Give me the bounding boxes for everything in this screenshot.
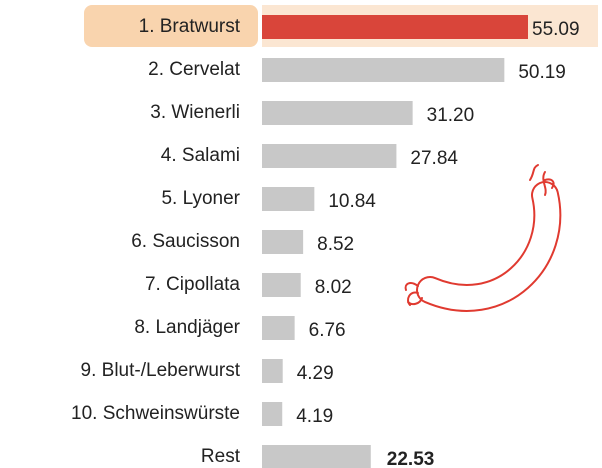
value-label: 8.02 <box>315 277 352 298</box>
bar <box>262 273 301 297</box>
value-label: 4.19 <box>296 406 333 427</box>
value-label: 27.84 <box>410 148 458 169</box>
value-label: 31.20 <box>427 105 475 126</box>
bar <box>262 187 314 211</box>
bar <box>262 402 282 426</box>
bar <box>262 15 528 39</box>
bar <box>262 445 371 468</box>
value-label: 50.19 <box>518 62 566 83</box>
category-label: 2. Cervelat <box>148 59 241 80</box>
value-label: 4.29 <box>297 363 334 384</box>
value-label: 6.76 <box>309 320 346 341</box>
bar <box>262 230 303 254</box>
value-label: 10.84 <box>328 191 376 212</box>
sausage-icon <box>406 165 554 305</box>
bar <box>262 359 283 383</box>
bar <box>262 101 413 125</box>
bar <box>262 316 295 340</box>
category-label: 7. Cipollata <box>145 274 240 295</box>
category-label: 1. Bratwurst <box>139 16 241 37</box>
value-label: 55.09 <box>532 19 580 40</box>
category-label: Rest <box>201 446 241 467</box>
value-label: 8.52 <box>317 234 354 255</box>
chart: 1. Bratwurst 55.09 2. Cervelat 50.19 3. Wien… <box>0 0 602 468</box>
category-label: 8. Landjäger <box>134 317 240 338</box>
category-label: 6. Saucisson <box>131 231 240 252</box>
category-label: 3. Wienerli <box>150 102 240 123</box>
page: {"chart_data": {"type": "bar", "categori… <box>0 0 602 468</box>
bar <box>262 58 504 82</box>
bar <box>262 144 396 168</box>
category-label: 10. Schweinswürste <box>71 403 240 424</box>
category-label: 4. Salami <box>161 145 240 166</box>
category-label: 5. Lyoner <box>161 188 240 209</box>
category-label: 9. Blut-/Leberwurst <box>81 360 241 381</box>
value-label: 22.53 <box>387 449 435 468</box>
